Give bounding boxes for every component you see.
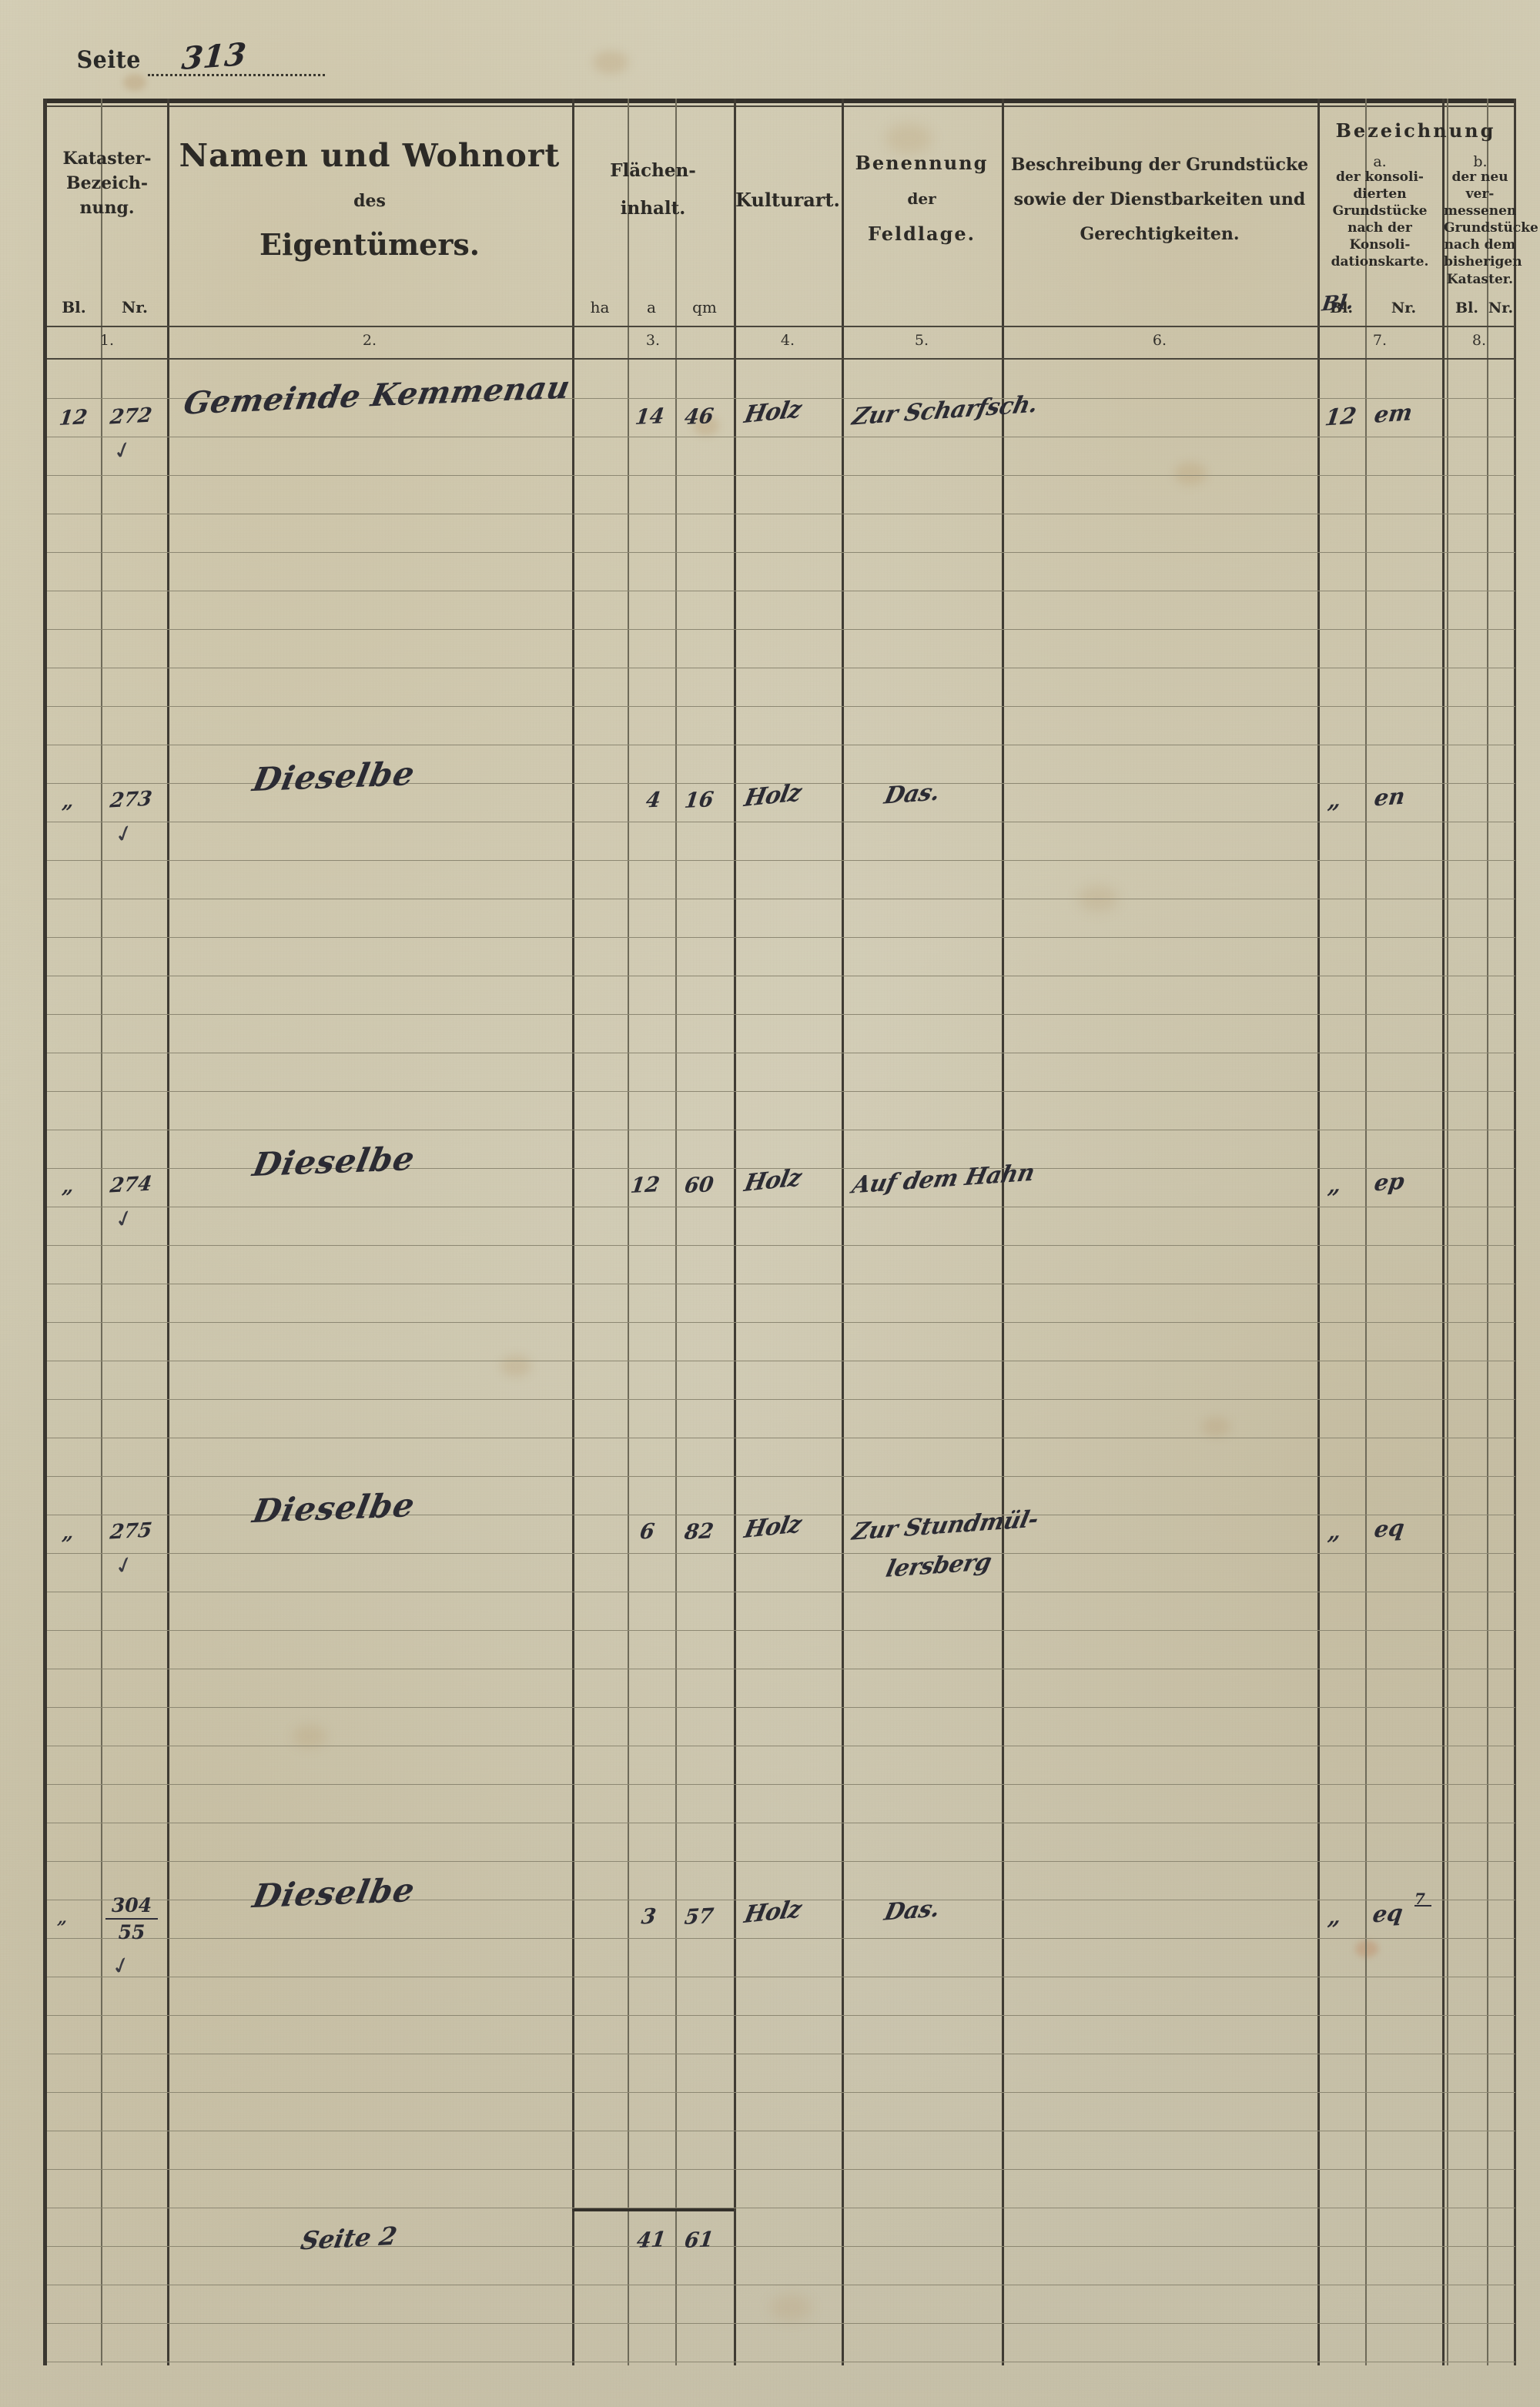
colnum-3: 3. [645, 332, 661, 349]
header-col-7-marker: a. [1373, 153, 1387, 170]
colnum-5: 5. [914, 332, 929, 349]
summary-a: 41 [635, 2227, 668, 2254]
col-divider-8bl-8nr [1487, 99, 1488, 2365]
row-5-konsol-nr: eq [1371, 1899, 1405, 1928]
row-4-owner: Dieselbe [249, 1485, 419, 1531]
header-group-bezeichnung: Bezeichnung [1335, 119, 1496, 142]
summary-qm: 61 [683, 2227, 715, 2254]
row-2-a: 4 [644, 788, 662, 813]
col-divider-1-2 [167, 99, 169, 2365]
row-5-feldlage: Das. [882, 1895, 942, 1927]
table-header: Bezeichnung Kataster- Bezeich- nung. Bl.… [47, 107, 1538, 360]
header-col-1: Kataster- Bezeich- nung. [62, 149, 152, 218]
row-1-konsol-bl: 12 [1323, 402, 1358, 431]
col-divider-4-5 [842, 99, 844, 2365]
row-1-a: 14 [634, 403, 666, 430]
header-col-3: Flächen- inhalt. [610, 160, 696, 219]
col-divider-bl-nr [101, 99, 102, 2365]
col-divider-3-4 [734, 99, 736, 2365]
col-divider-5-6 [1002, 99, 1004, 2365]
col-divider-a-qm [675, 99, 677, 2365]
colnum-8: 8. [1471, 332, 1487, 349]
row-5-kataster-nr-top: 304 [111, 1894, 152, 1917]
col-divider-6-7 [1317, 99, 1320, 2365]
row-2-konsol-nr: en [1372, 782, 1407, 812]
header-col-6: Beschreibung der Grundstücke sowie der D… [1010, 155, 1309, 244]
header-col-2: Namen und Wohnort des Eigentümers. [179, 137, 561, 263]
subhead-qm: qm [692, 298, 717, 316]
row-3-qm: 60 [683, 1172, 715, 1199]
row-5-owner: Dieselbe [249, 1870, 419, 1916]
page-number-underline [148, 74, 325, 76]
page-label: Seite [76, 46, 141, 74]
header-numbering-divider [47, 326, 1515, 327]
row-4-kataster-nr: 275 [109, 1518, 154, 1545]
row-5-kataster-nr-fraction: 304 55 [105, 1894, 158, 1943]
header-col-8: der neu ver- messenen Grundstücke nach d… [1444, 169, 1538, 287]
row-5-konsol-nr-superscript: 7 [1414, 1891, 1431, 1907]
summary-label: Seite 2 [298, 2221, 400, 2256]
subhead-altkataster-nr: Nr. [1488, 300, 1514, 316]
colnum-1: 1. [99, 332, 115, 349]
row-2-owner: Dieselbe [249, 754, 419, 799]
header-col-5: Benennung der Feldlage. [855, 152, 989, 245]
row-3-kataster-nr: 274 [109, 1172, 154, 1198]
cadastral-table: Bezeichnung Kataster- Bezeich- nung. Bl.… [43, 99, 1538, 2365]
subhead-kataster-bl: Bl. [62, 298, 86, 316]
row-3-konsol-nr: ep [1372, 1167, 1407, 1197]
row-2-qm: 16 [683, 787, 715, 814]
row-2-kataster-nr: 273 [109, 787, 154, 813]
colnum-7: 7. [1372, 332, 1388, 349]
subhead-a: a [647, 298, 656, 316]
table-body [47, 360, 1515, 2365]
row-4-a: 6 [638, 1519, 656, 1545]
col-divider-2-3 [572, 99, 574, 2365]
header-col-7: der konsoli- dierten Grundstücke nach de… [1331, 169, 1429, 270]
row-1-kataster-bl: 12 [58, 405, 89, 431]
row-2-feldlage: Das. [882, 778, 942, 810]
col-divider-7bl-7nr [1365, 99, 1367, 2365]
subhead-konsol-nr: Nr. [1391, 300, 1417, 316]
page-header: Seite 313 [74, 36, 428, 82]
table-right-edge [1514, 99, 1516, 2365]
header-bottom-rule [47, 358, 1515, 360]
subhead-ha: ha [590, 298, 610, 316]
row-1-konsol-nr: em [1372, 399, 1414, 428]
row-4-qm: 82 [683, 1518, 715, 1545]
summary-top-rule [572, 2208, 734, 2211]
row-4-konsol-nr: eq [1372, 1514, 1407, 1543]
subhead-konsol-bl: Bl. [1330, 300, 1353, 316]
header-col-8-marker: b. [1473, 153, 1488, 170]
row-3-a: 12 [629, 1172, 661, 1199]
col-divider-7-8 [1442, 99, 1445, 2365]
colnum-2: 2. [362, 332, 377, 349]
row-5-kataster-nr-bottom: 55 [118, 1921, 146, 1943]
fraction-bar [105, 1918, 158, 1920]
row-1-qm: 46 [683, 403, 715, 430]
row-5-qm: 57 [683, 1903, 715, 1930]
handwritten-bl-annotation: Bl. [1320, 290, 1355, 316]
col-divider-8-inner [1447, 99, 1448, 2365]
page-number-value: 313 [180, 35, 248, 78]
subhead-kataster-nr: Nr. [122, 298, 148, 316]
subhead-altkataster-bl: Bl. [1455, 300, 1478, 316]
table-top-rule [43, 99, 1515, 107]
row-1-kataster-nr: 272 [109, 403, 154, 430]
colnum-4: 4. [780, 332, 795, 349]
header-col-4: Kulturart. [735, 189, 840, 211]
colnum-6: 6. [1152, 332, 1167, 349]
row-3-owner: Dieselbe [249, 1139, 419, 1184]
row-5-a: 3 [640, 1904, 658, 1930]
col-divider-ha-a [628, 99, 629, 2365]
